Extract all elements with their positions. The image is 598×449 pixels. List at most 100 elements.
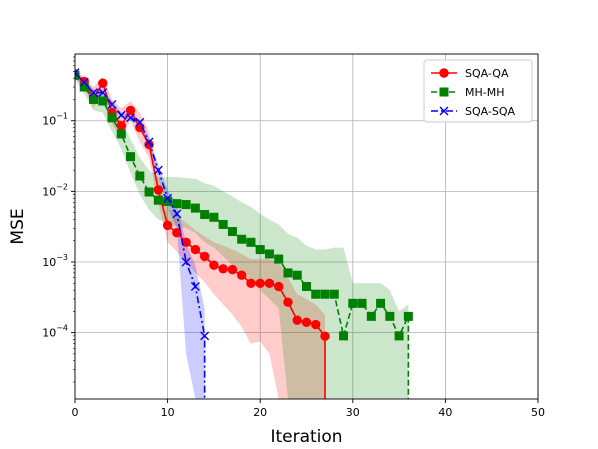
legend-item: SQA-SQA <box>431 105 516 118</box>
data-point <box>135 117 145 127</box>
data-point <box>218 264 228 274</box>
x-tick-label: 40 <box>438 406 452 419</box>
legend-label: MH-MH <box>465 86 505 99</box>
data-point <box>98 96 108 106</box>
data-point <box>200 210 210 220</box>
data-point <box>209 212 219 222</box>
series-lines <box>75 68 413 399</box>
data-point <box>227 227 237 237</box>
y-tick-exponent: −4 <box>56 324 68 333</box>
data-point <box>98 78 108 88</box>
legend-item: MH-MH <box>431 86 505 99</box>
legend-label: SQA-QA <box>465 67 509 80</box>
series-line <box>75 72 206 399</box>
data-point <box>292 270 302 280</box>
data-point <box>320 289 330 299</box>
data-point <box>302 282 311 292</box>
series-mh-mh <box>75 70 413 399</box>
data-point <box>135 171 145 181</box>
data-point <box>274 281 284 292</box>
data-point <box>264 249 274 259</box>
data-point <box>181 257 191 267</box>
data-point <box>153 185 164 195</box>
legend-marker <box>439 68 449 78</box>
data-point <box>311 289 321 299</box>
data-point <box>339 331 349 341</box>
data-point <box>89 94 99 104</box>
data-point <box>283 297 293 307</box>
data-point <box>237 234 247 244</box>
data-point <box>209 260 219 270</box>
series-sqa-sqa <box>75 68 210 399</box>
data-point <box>292 315 302 325</box>
legend-label: SQA-SQA <box>465 105 516 118</box>
legend-item: SQA-QA <box>431 67 509 80</box>
x-tick-label: 50 <box>531 406 545 419</box>
data-point <box>172 199 182 209</box>
legend-marker <box>439 87 449 97</box>
y-axis-title: MSE <box>8 208 28 244</box>
data-point <box>218 219 228 229</box>
y-tick-label: 10−2 <box>42 182 68 198</box>
data-point <box>98 88 108 98</box>
data-point <box>199 251 210 262</box>
y-tick-label: 10−3 <box>42 253 68 269</box>
data-point <box>200 331 210 341</box>
data-point <box>255 278 265 288</box>
data-point <box>107 113 117 123</box>
data-point <box>190 203 200 213</box>
data-point <box>181 200 191 210</box>
data-point <box>329 289 339 299</box>
data-point <box>153 195 163 205</box>
data-point <box>311 319 321 330</box>
data-point <box>366 311 376 321</box>
data-point <box>394 331 404 341</box>
legend-box <box>423 59 533 123</box>
plot-frame <box>74 53 539 400</box>
data-point <box>79 77 89 87</box>
band-sqa-qa <box>75 70 326 399</box>
data-point <box>264 278 275 288</box>
data-point <box>163 193 173 203</box>
data-point <box>320 331 330 341</box>
data-point <box>385 311 395 321</box>
data-point <box>376 298 386 308</box>
y-tick-exponent: −3 <box>56 253 68 262</box>
data-point <box>301 317 312 328</box>
data-point <box>246 278 256 288</box>
data-point <box>144 137 154 147</box>
data-point <box>348 298 358 308</box>
data-point <box>107 99 117 109</box>
data-point <box>116 110 126 120</box>
data-point <box>126 113 136 123</box>
data-point <box>144 187 154 197</box>
data-point <box>75 68 80 78</box>
data-point <box>190 282 200 291</box>
legend-marker <box>439 106 449 116</box>
y-tick-exponent: −2 <box>56 182 68 191</box>
y-tick-base: 10 <box>42 185 56 198</box>
x-axis-title: Iteration <box>270 427 342 447</box>
data-point <box>126 152 136 162</box>
y-tick-base: 10 <box>42 115 56 128</box>
y-tick-label: 10−4 <box>42 324 68 340</box>
x-tick-label: 10 <box>161 406 175 419</box>
y-tick-label: 10−1 <box>42 112 68 128</box>
data-point <box>255 245 265 255</box>
x-tick-label: 30 <box>346 406 360 419</box>
data-point <box>89 88 99 98</box>
data-point <box>236 270 247 280</box>
x-tick-label: 20 <box>253 406 267 419</box>
data-point <box>153 165 163 175</box>
data-point <box>190 244 201 255</box>
legend: SQA-QA MH-MH SQA-SQA <box>423 59 533 123</box>
data-point <box>246 237 256 247</box>
data-point <box>172 227 182 238</box>
data-point <box>116 121 127 131</box>
data-point <box>357 298 367 308</box>
y-tick-base: 10 <box>42 256 56 269</box>
data-point <box>162 220 173 231</box>
data-point <box>125 105 136 116</box>
